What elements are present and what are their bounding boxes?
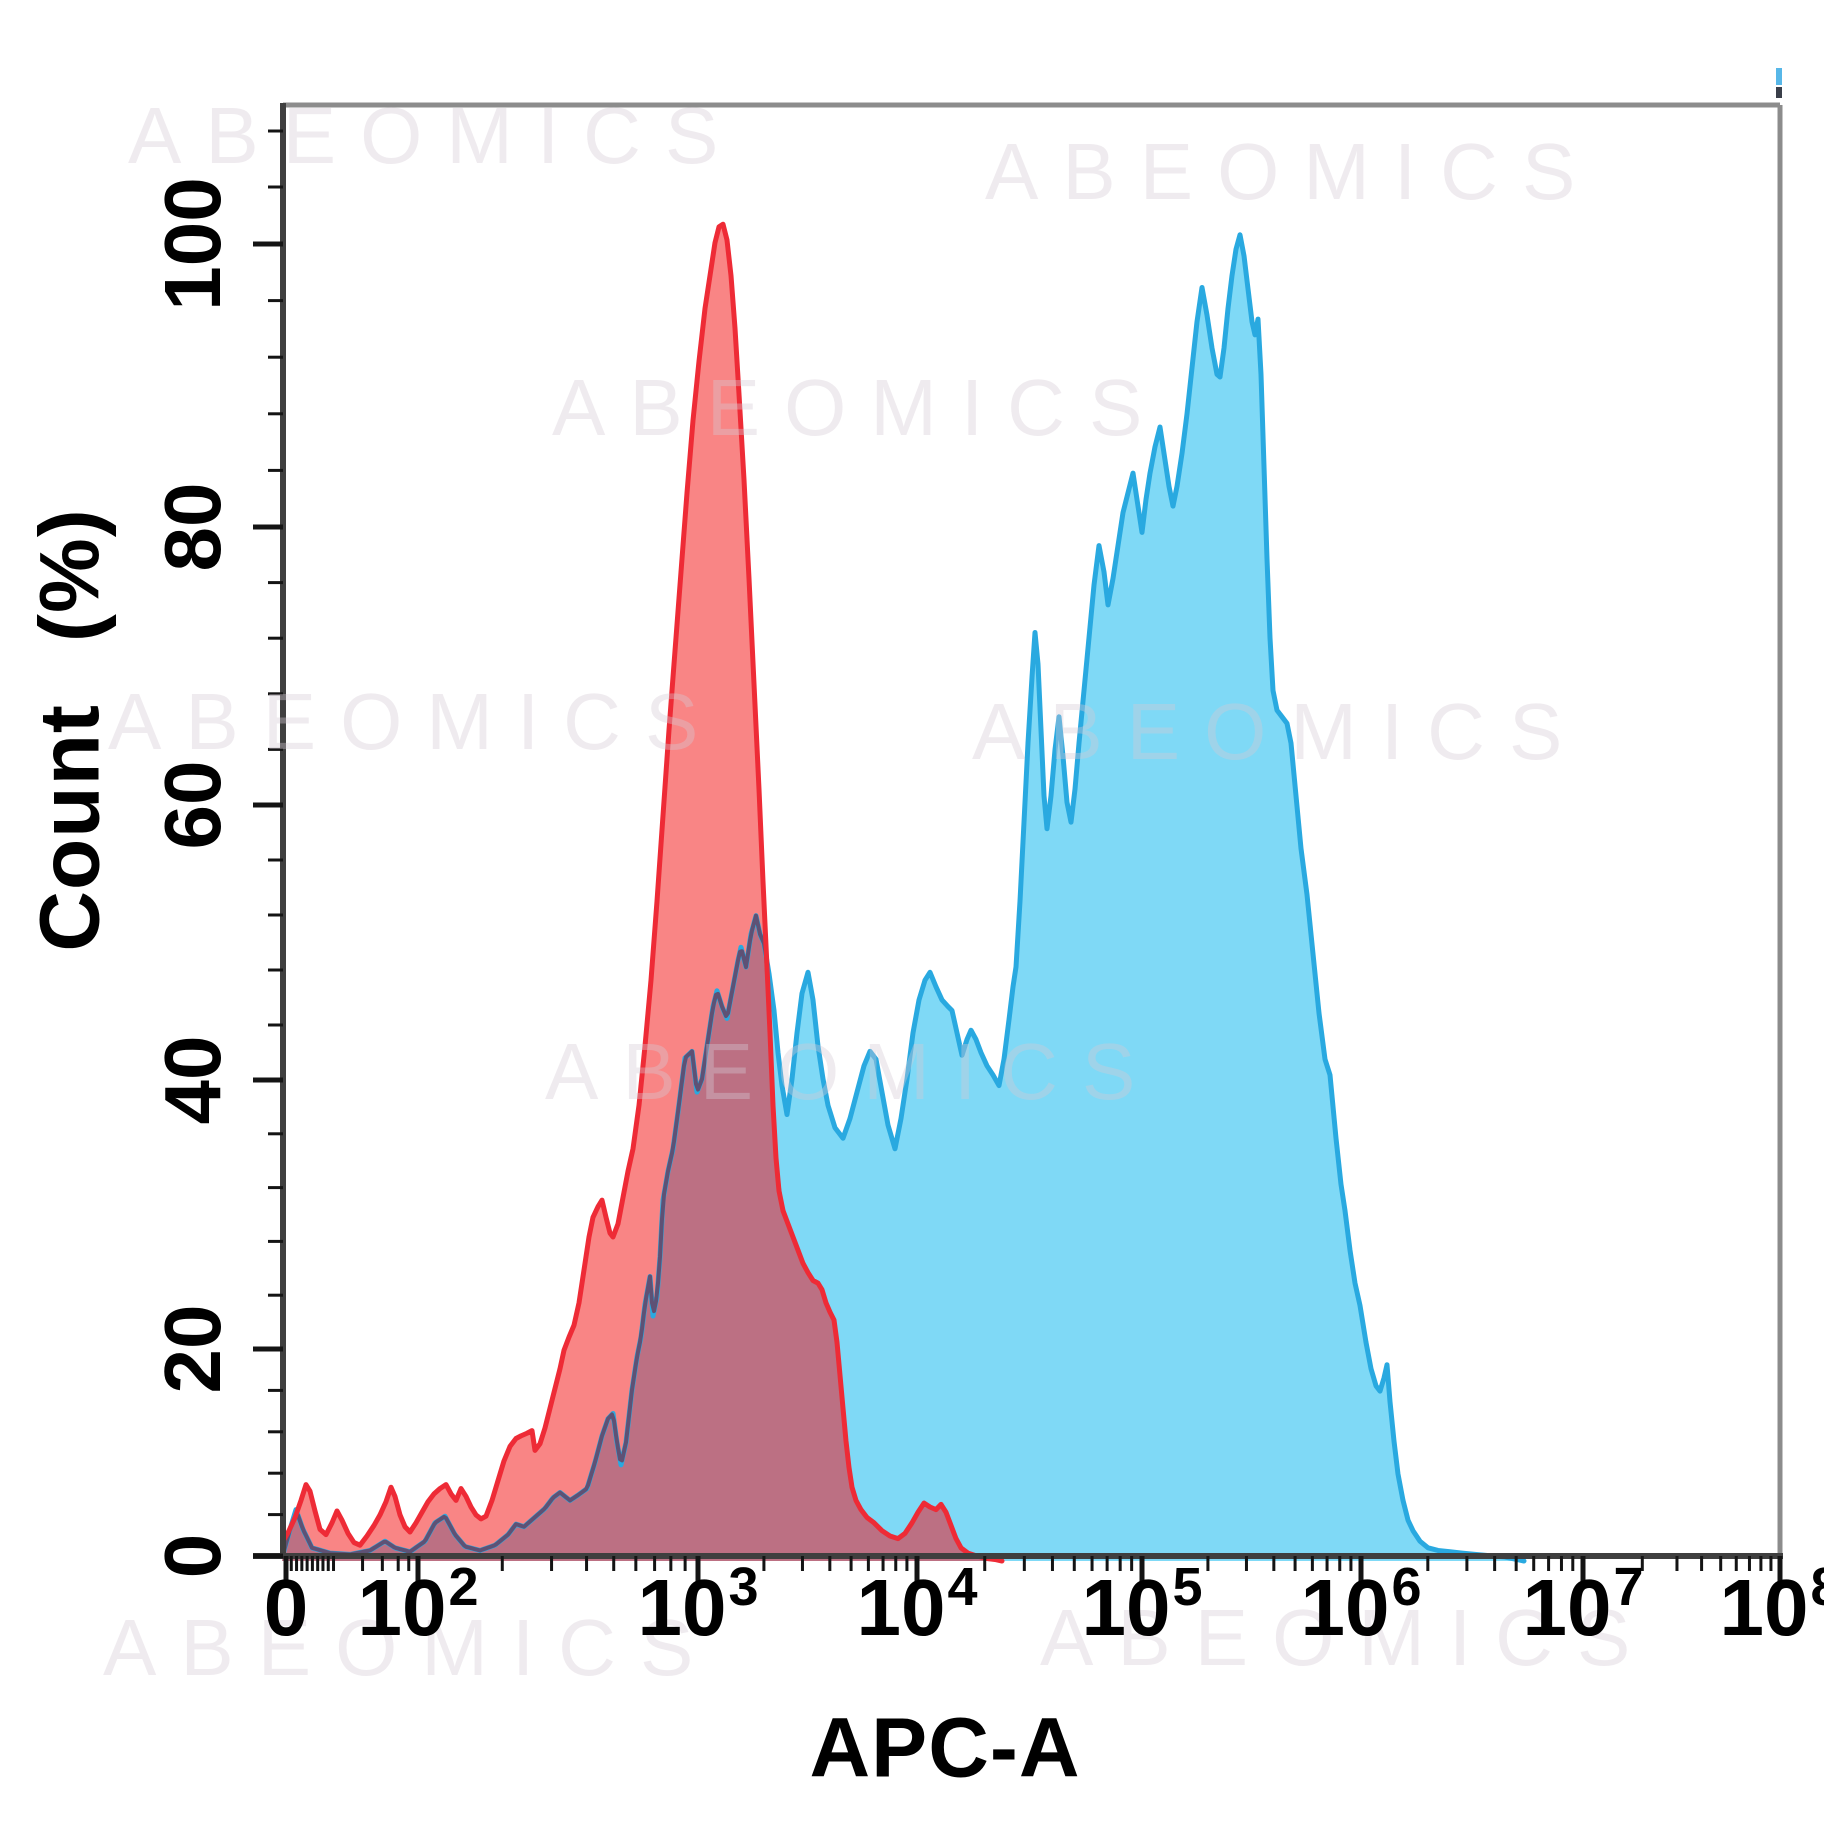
blue-histogram-fill [283, 234, 1524, 1561]
corner-artifact-blue-dash [1776, 68, 1782, 85]
corner-artifact-dark-dash [1776, 87, 1782, 98]
red-histogram-fill [283, 224, 1002, 1561]
red-histogram-outline [280, 221, 1005, 1564]
